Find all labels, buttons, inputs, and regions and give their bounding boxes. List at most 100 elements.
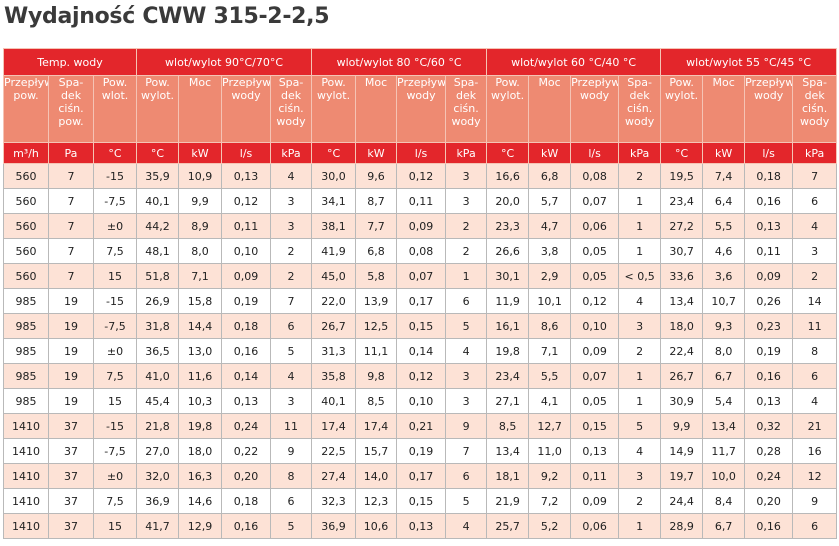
cell: 9: [270, 438, 313, 464]
cell: 13,4: [486, 438, 530, 464]
cell: 0,14: [221, 363, 272, 389]
cell: 0,11: [221, 213, 272, 239]
group-header-row: Temp. wody wlot/wylot 90°C/70°C wlot/wylot…: [2, 48, 838, 76]
unit: kW: [528, 142, 572, 164]
cell: 41,7: [136, 513, 180, 539]
cell: 0,28: [744, 438, 794, 464]
column-header-row: Przepływ pow. Spa- dek ciśn. pow. Pow. wlo…: [3, 75, 838, 143]
cell: 19,7: [660, 463, 704, 489]
cell: 14,0: [355, 463, 398, 489]
cell: 22,5: [311, 438, 357, 464]
cell: 24,4: [660, 488, 704, 514]
cell: 7: [445, 438, 488, 464]
table-row: 1410 37 ±0 32,0 16,3 0,20 8 27,4 14,0 0,17 6 18,1 9,…: [3, 463, 838, 489]
cell: 36,5: [136, 338, 180, 364]
cell: 27,4: [311, 463, 357, 489]
cell: 17,4: [355, 413, 398, 439]
cell: 0,11: [570, 463, 620, 489]
table-row: 985 19 7,5 41,0 11,6 0,14 4 35,8 9,8 0,12 3 23,4 5,5…: [3, 363, 838, 389]
cell: 23,3: [486, 213, 530, 239]
cell: ±0: [92, 213, 138, 239]
unit: Pa: [48, 142, 94, 164]
cell: 1: [445, 263, 488, 289]
cell: 36,9: [136, 488, 180, 514]
cell: 3: [445, 363, 488, 389]
cell: 32,3: [311, 488, 357, 514]
cell: 40,1: [136, 188, 180, 214]
cell: 16: [792, 438, 838, 464]
cell: 8,5: [355, 388, 398, 414]
cell: 1410: [3, 413, 49, 439]
cell: 0,09: [396, 213, 447, 239]
cell: 6: [792, 188, 838, 214]
cell: 560: [3, 213, 49, 239]
cell: 560: [3, 238, 49, 264]
cell: 0,16: [744, 188, 794, 214]
cell: 16,3: [178, 463, 223, 489]
cell: 0,15: [570, 413, 620, 439]
cell: 19: [48, 363, 94, 389]
cell: 8,6: [528, 313, 572, 339]
cell: 6: [445, 463, 488, 489]
cell: 0,15: [396, 313, 447, 339]
cell: 3: [445, 188, 488, 214]
cell: 0,09: [744, 263, 794, 289]
cell: 13,0: [178, 338, 223, 364]
cell: 6: [445, 288, 488, 314]
column-header: Moc: [178, 75, 223, 143]
table-row: 560 7 15 51,8 7,1 0,09 2 45,0 5,8 0,07 1 30,1 2,9 0,0…: [3, 263, 838, 289]
cell: 13,9: [355, 288, 398, 314]
cell: 8,0: [178, 238, 223, 264]
cell: 6: [270, 488, 313, 514]
column-header: Pow. wylot.: [311, 75, 357, 143]
cell: 0,13: [744, 213, 794, 239]
cell: 22,0: [311, 288, 357, 314]
cell: 26,7: [660, 363, 704, 389]
cell: 5,2: [528, 513, 572, 539]
cell: 4: [792, 213, 838, 239]
cell: 0,05: [570, 238, 620, 264]
unit: °C: [92, 142, 138, 164]
cell: 0,21: [396, 413, 447, 439]
cell: -15: [92, 163, 138, 189]
cell: 0,16: [744, 513, 794, 539]
cell: 6,4: [702, 188, 746, 214]
cell: 4,1: [528, 388, 572, 414]
column-header: Moc: [355, 75, 398, 143]
cell: 0,24: [744, 463, 794, 489]
cell: 0,08: [570, 163, 620, 189]
cell: 1: [618, 363, 662, 389]
cell: 34,1: [311, 188, 357, 214]
cell: 10,0: [702, 463, 746, 489]
unit: kPa: [270, 142, 313, 164]
cell: 38,1: [311, 213, 357, 239]
cell: 4: [270, 163, 313, 189]
cell: 10,3: [178, 388, 223, 414]
cell: 27,1: [486, 388, 530, 414]
cell: 0,14: [396, 338, 447, 364]
group-header: wlot/wylot 55 °C/45 °C: [660, 48, 838, 76]
cell: 7: [792, 163, 838, 189]
cell: 1410: [3, 463, 49, 489]
cell: 15,7: [355, 438, 398, 464]
cell: 14,9: [660, 438, 704, 464]
cell: 45,4: [136, 388, 180, 414]
unit: kW: [702, 142, 746, 164]
cell: 16,1: [486, 313, 530, 339]
column-header: Przepływ pow.: [3, 75, 49, 143]
cell: 0,09: [570, 488, 620, 514]
cell: 0,07: [570, 188, 620, 214]
cell: 12,9: [178, 513, 223, 539]
cell: 44,2: [136, 213, 180, 239]
unit: l/s: [570, 142, 620, 164]
cell: 26,9: [136, 288, 180, 314]
cell: 6,7: [702, 513, 746, 539]
cell: 0,26: [744, 288, 794, 314]
cell: 1410: [3, 488, 49, 514]
cell: 0,12: [221, 188, 272, 214]
cell: 4: [445, 513, 488, 539]
cell: 1410: [3, 438, 49, 464]
cell: 19,5: [660, 163, 704, 189]
cell: 10,1: [528, 288, 572, 314]
cell: 3: [270, 388, 313, 414]
